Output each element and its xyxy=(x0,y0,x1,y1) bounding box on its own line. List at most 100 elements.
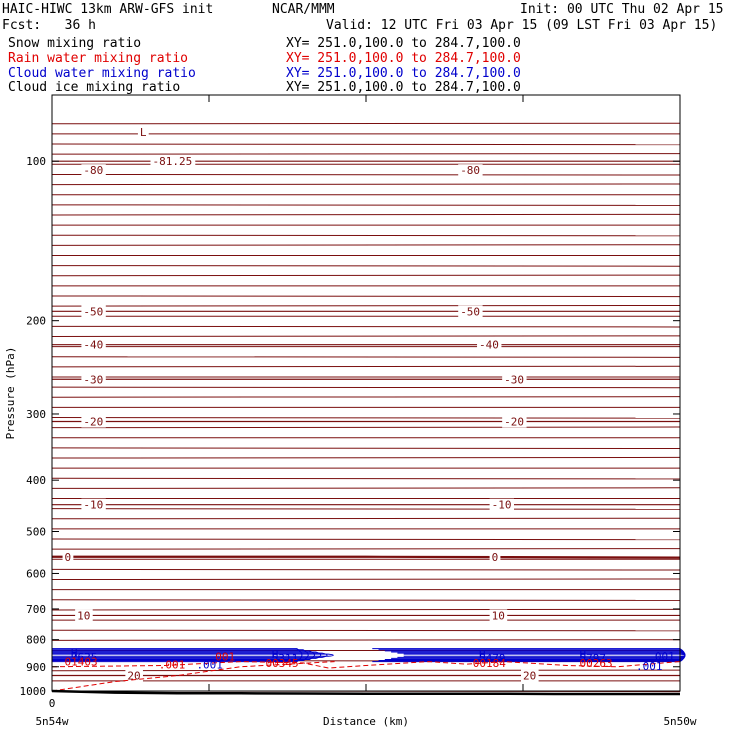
y-tick-label: 500 xyxy=(26,526,46,539)
x-right-label: 5n50w xyxy=(663,715,696,728)
cloud-water-contour xyxy=(403,653,686,657)
maximum-label: 001 xyxy=(215,650,235,663)
y-tick-label: 300 xyxy=(26,408,46,421)
isotherm-label: -30 xyxy=(83,373,103,386)
terrain-line xyxy=(51,689,680,696)
isotherm-line xyxy=(51,517,681,520)
forecast-hour: Fcst: 36 h xyxy=(2,18,96,33)
isotherm-line xyxy=(51,548,681,550)
isotherm-line xyxy=(51,669,681,672)
isotherm-line xyxy=(51,386,681,389)
isotherm-line xyxy=(51,568,681,571)
isotherm-line xyxy=(51,325,681,328)
maximum-label: H xyxy=(71,647,78,660)
isotherm-line xyxy=(51,639,681,641)
isotherm-label: 10 xyxy=(492,609,505,622)
isotherm-label: -10 xyxy=(83,499,103,512)
maximum-label: .001 xyxy=(196,659,223,672)
isotherm-line xyxy=(51,447,681,449)
isotherm-line xyxy=(51,153,681,155)
isotherm-line xyxy=(51,295,681,298)
isotherm-line xyxy=(51,173,681,176)
isotherm-line xyxy=(51,365,681,368)
y-tick-label: 700 xyxy=(26,603,46,616)
maximum-label: 00263 xyxy=(580,657,613,670)
field-rain-xy: XY= 251.0,100.0 to 284.7,100.0 xyxy=(286,51,521,66)
isotherm-line xyxy=(51,234,681,237)
label-bg xyxy=(81,373,106,386)
rain-water-contour xyxy=(51,661,681,669)
maximum-label: H xyxy=(580,648,587,661)
maximum-label: .001 xyxy=(159,659,186,672)
y-tick-label: 400 xyxy=(26,474,46,487)
label-bg xyxy=(458,305,483,318)
isotherm-0 xyxy=(52,555,681,559)
y-tick-label: 1000 xyxy=(20,685,47,698)
field-ice-name: Cloud ice mixing ratio xyxy=(8,80,181,95)
label-bg xyxy=(502,373,527,386)
label-bg xyxy=(81,338,106,351)
label-bg xyxy=(489,609,508,622)
isotherm-label: -10 xyxy=(492,499,512,512)
valid-time: Valid: 12 UTC Fri 03 Apr 15 (09 LST Fri … xyxy=(326,18,718,33)
y-tick-label: 600 xyxy=(26,567,46,580)
x-axis-title: Distance (km) xyxy=(323,715,409,728)
maximum-label: H xyxy=(272,648,279,661)
field-snow-xy: XY= 251.0,100.0 to 284.7,100.0 xyxy=(286,36,521,51)
isotherm-line xyxy=(51,538,681,541)
isotherm-line xyxy=(51,578,681,581)
isotherm-line xyxy=(51,265,681,267)
isotherm-line xyxy=(51,274,681,277)
maximum-label: 5797 xyxy=(580,652,607,665)
isotherm-label: -80 xyxy=(83,164,103,177)
isotherm-label: 20 xyxy=(523,670,536,683)
maximum-label: 00184 xyxy=(473,657,506,670)
isotherm-line xyxy=(51,608,681,611)
isotherm-label: -81.25 xyxy=(152,155,192,168)
label-bg xyxy=(137,125,149,138)
isotherm-line xyxy=(51,629,681,632)
maximum-label: 5479 xyxy=(479,652,506,665)
isotherm-label: 0 xyxy=(65,551,72,564)
isotherm-label: -30 xyxy=(504,373,524,386)
model-title: HAIC-HIWC 13km ARW-GFS init xyxy=(2,2,214,17)
label-bg xyxy=(81,415,106,428)
y-axis-title: Pressure (hPa) xyxy=(4,347,17,440)
isotherm-line xyxy=(51,426,681,429)
label-bg xyxy=(458,164,483,177)
field-ice-xy: XY= 251.0,100.0 to 284.7,100.0 xyxy=(286,80,521,95)
label-bg xyxy=(489,498,514,511)
isotherm-line xyxy=(51,356,681,358)
label-bg xyxy=(81,164,106,177)
x-left-label: 5n54w xyxy=(35,715,68,728)
cloud-water-contour xyxy=(52,650,315,660)
label-bg xyxy=(125,669,143,682)
maximum-label: 01403 xyxy=(65,656,98,669)
isotherm-line xyxy=(51,396,681,398)
maximum-label: .001 xyxy=(636,660,663,673)
isotherm-line xyxy=(51,183,681,186)
isotherm-line xyxy=(51,122,681,125)
init-time: Init: 00 UTC Thu 02 Apr 15 xyxy=(520,2,724,17)
isotherm-line xyxy=(51,213,681,216)
field-cloud-xy: XY= 251.0,100.0 to 284.7,100.0 xyxy=(286,66,521,81)
label-bg xyxy=(150,155,196,168)
isotherm-line xyxy=(51,417,681,419)
cloud-water-contour xyxy=(52,653,334,657)
y-tick-label: 900 xyxy=(26,661,46,674)
label-bg xyxy=(81,305,106,318)
label-bg xyxy=(489,550,501,563)
cloud-water-contour xyxy=(52,651,322,659)
org-label: NCAR/MMM xyxy=(272,2,335,17)
isotherm-line xyxy=(51,456,681,459)
isotherm-line xyxy=(51,204,681,206)
maximum-label: 7625 xyxy=(71,651,98,664)
isotherm-label: 0 xyxy=(492,551,499,564)
y-tick-label: 200 xyxy=(26,315,46,328)
isotherm-label: -20 xyxy=(504,416,524,429)
isotherm-line xyxy=(51,477,681,480)
y-tick-label: 100 xyxy=(26,155,46,168)
isotherm-label: 20 xyxy=(127,670,140,683)
isotherm-line xyxy=(51,143,681,146)
